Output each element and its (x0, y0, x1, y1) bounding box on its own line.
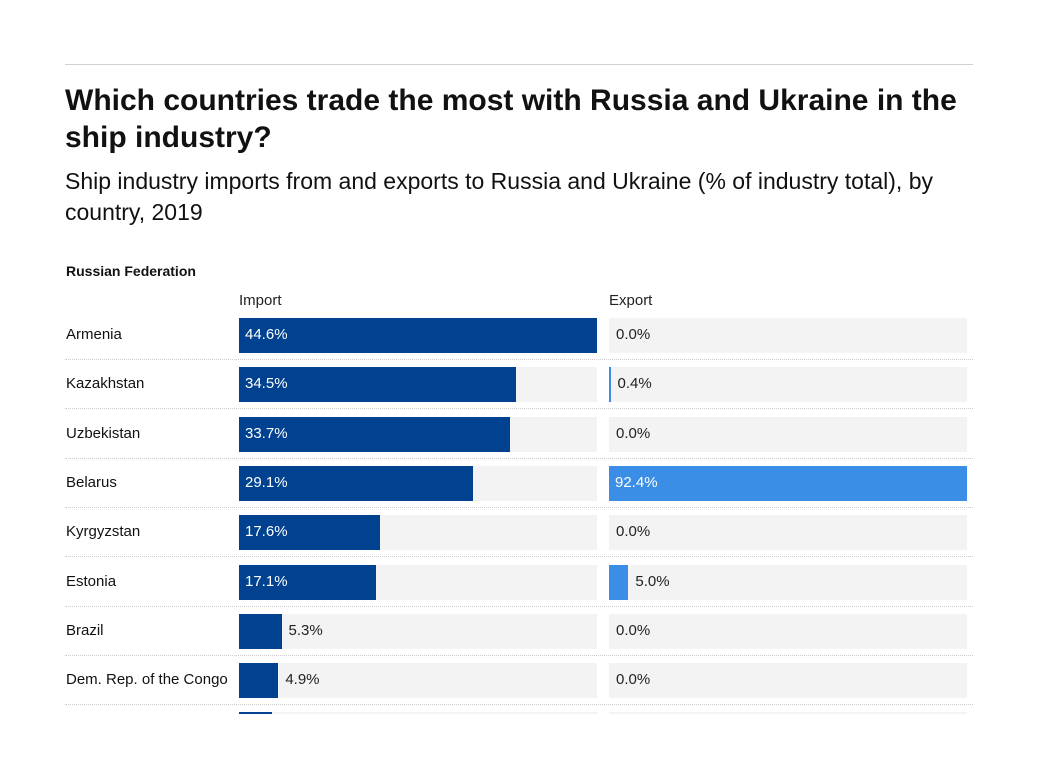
import-value-label: 17.1% (245, 572, 288, 590)
import-bar (239, 663, 279, 699)
import-track: 33.7% (239, 416, 597, 452)
table-row (65, 712, 973, 714)
import-value-label: 34.5% (245, 375, 288, 393)
export-value-label: 5.0% (635, 572, 670, 590)
country-label: Armenia (66, 326, 122, 343)
chart-subtitle: Ship industry imports from and exports t… (65, 168, 933, 225)
export-value-label: 0.4% (617, 375, 652, 393)
country-label: Kyrgyzstan (66, 523, 141, 541)
import-value-label: 5.3% (288, 621, 323, 639)
import-bar (239, 564, 377, 600)
row-separator (65, 556, 973, 558)
export-track: 5.0% (609, 564, 967, 600)
import-bar (239, 367, 516, 403)
import-track: 34.5% (239, 367, 597, 403)
country-label: Estonia (66, 572, 117, 590)
export-track: 0.4% (609, 367, 967, 403)
row-separator (65, 654, 973, 656)
table-row: Belarus 29.1% 92.4% (65, 465, 973, 515)
table-row: Uzbekistan 33.7% 0.0% (65, 416, 973, 466)
export-value-label: 0.0% (616, 424, 651, 442)
export-bar (609, 465, 967, 501)
table-row: Dem. Rep. of the Congo 4.9% 0.0% (65, 663, 973, 712)
import-column-header: Import (239, 292, 282, 309)
export-track (609, 712, 967, 714)
import-bar (239, 465, 473, 501)
table-row: Armenia 44.6% 0.0% (65, 318, 973, 367)
country-label: Dem. Rep. of the Congo (66, 671, 228, 689)
table-row: Estonia 17.1% 5.0% (65, 564, 973, 614)
import-track: 29.1% (239, 465, 597, 501)
row-separator (65, 359, 973, 360)
row-separator (65, 408, 973, 410)
export-value-label: 92.4% (615, 473, 658, 491)
export-track: 0.0% (609, 318, 967, 353)
import-track (239, 712, 597, 714)
export-value-label: 0.0% (616, 671, 651, 689)
export-track: 0.0% (609, 613, 967, 649)
import-bar (239, 416, 510, 452)
table-row: Brazil 5.3% 0.0% (65, 613, 973, 663)
import-track: 5.3% (239, 613, 597, 649)
row-separator (65, 457, 973, 459)
import-value-label: 33.7% (245, 424, 288, 442)
country-label: Brazil (66, 621, 104, 639)
country-label: Uzbekistan (66, 424, 141, 442)
export-track: 92.4% (609, 465, 967, 501)
export-column-header: Export (609, 292, 653, 309)
row-separator (65, 506, 973, 508)
export-track: 0.0% (609, 663, 967, 699)
import-value-label: 17.6% (245, 523, 288, 541)
table-row: Kazakhstan 34.5% 0.4% (65, 367, 973, 416)
table-row: Kyrgyzstan 17.6% 0.0% (65, 515, 973, 564)
section-heading: Russian Federation (66, 263, 196, 279)
import-bar (239, 613, 282, 649)
export-value-label: 0.0% (616, 621, 651, 639)
import-value-label: 4.9% (285, 671, 320, 689)
import-track: 44.6% (239, 318, 597, 353)
export-value-label: 0.0% (616, 523, 651, 541)
export-value-label: 0.0% (616, 326, 651, 343)
chart-title: Which countries trade the most with Russ… (65, 84, 957, 154)
row-separator (65, 605, 973, 607)
import-track: 17.1% (239, 564, 597, 600)
export-track: 0.0% (609, 515, 967, 551)
import-bar (239, 318, 597, 353)
import-bar (239, 712, 272, 714)
chart-rows: Armenia 44.6% 0.0% Kazakhstan 34.5% 0.4% Uzbek… (65, 318, 973, 714)
export-track: 0.0% (609, 416, 967, 452)
row-separator (65, 704, 973, 706)
export-bar (609, 367, 611, 403)
country-label: Belarus (66, 473, 117, 491)
export-bar (609, 564, 629, 600)
import-value-label: 44.6% (245, 326, 288, 343)
import-track: 17.6% (239, 515, 597, 551)
import-bar (239, 515, 381, 551)
import-track: 4.9% (239, 663, 597, 699)
country-label: Kazakhstan (66, 375, 145, 393)
import-value-label: 29.1% (245, 473, 288, 491)
top-rule (65, 64, 973, 65)
